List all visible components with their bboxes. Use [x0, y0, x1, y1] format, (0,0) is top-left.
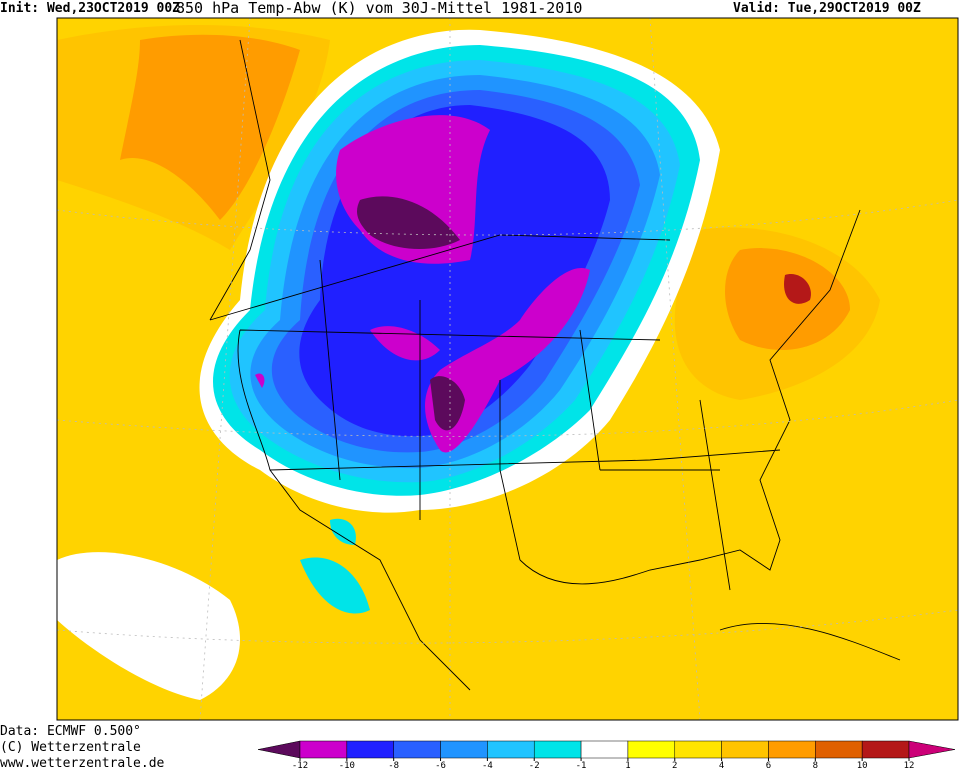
valid-time: Valid: Tue,29OCT2019 00Z [733, 1, 921, 16]
legend-bin [580, 740, 629, 759]
map-frame [56, 17, 959, 721]
legend-bin [768, 740, 816, 759]
legend-tick-label: -4 [482, 761, 493, 770]
field-neutral-sw [57, 552, 240, 700]
legend-tick-label: 4 [719, 761, 724, 770]
field-warm-nw-core [120, 34, 300, 220]
field-warm-ne-core [725, 248, 850, 350]
legend-tick-label: -6 [435, 761, 446, 770]
field-cold-6 [255, 115, 590, 453]
field-warm-ne-max [784, 274, 811, 304]
legend-bin [861, 740, 910, 759]
website: www.wetterzentrale.de [0, 756, 165, 770]
map-title: 850 hPa Temp-Abw (K) vom 30J-Mittel 1981… [176, 0, 582, 17]
legend-bin [299, 740, 348, 759]
copyright: (C) Wetterzentrale [0, 740, 141, 755]
legend-bin [393, 740, 441, 759]
legend-bin [487, 740, 535, 759]
legend-bin [815, 740, 863, 759]
legend-tick-label: -8 [388, 761, 399, 770]
map-area [56, 17, 959, 721]
legend-tick-label: 2 [672, 761, 677, 770]
legend-bin [533, 740, 582, 759]
legend-bin [627, 740, 676, 759]
legend-bin [674, 740, 722, 759]
legend-tick-label: -2 [529, 761, 540, 770]
legend-tick-label: 6 [766, 761, 771, 770]
graticule [57, 18, 958, 720]
legend-tick-label: 12 [904, 761, 915, 770]
init-time: Init: Wed,23OCT2019 00Z [0, 1, 180, 16]
legend-tick-label: 10 [857, 761, 868, 770]
legend-tick-label: -12 [292, 761, 308, 770]
legend-arrow-high [908, 740, 956, 759]
legend-bin [721, 740, 769, 759]
field-cold-7 [357, 196, 465, 431]
legend-tick-label: -1 [576, 761, 587, 770]
legend-bin [346, 740, 394, 759]
legend-tick-label: -10 [339, 761, 355, 770]
color-legend: -12 -10 -8 -6 -4 -2 -1 1 2 4 6 8 10 12 [257, 740, 956, 770]
legend-tick-label: 8 [813, 761, 818, 770]
legend-bin [440, 740, 488, 759]
legend-tick-label: 1 [625, 761, 630, 770]
data-source: Data: ECMWF 0.500° [0, 724, 141, 739]
legend-arrow-low [257, 740, 301, 759]
